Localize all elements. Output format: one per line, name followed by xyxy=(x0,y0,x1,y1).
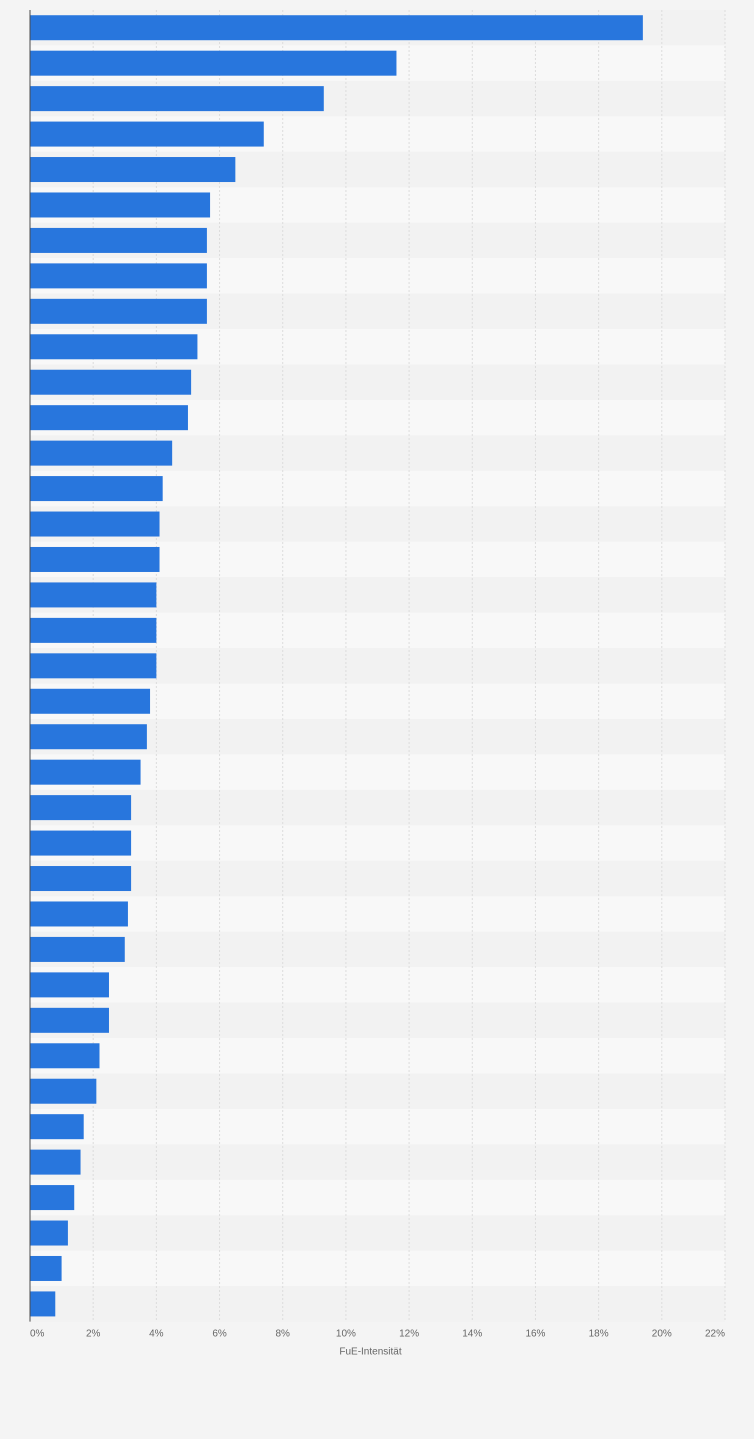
bar xyxy=(30,830,132,856)
x-tick-label: 6% xyxy=(212,1329,227,1340)
bar xyxy=(30,1185,75,1211)
bar xyxy=(30,617,157,643)
x-tick-label: 12% xyxy=(399,1329,419,1340)
row-band xyxy=(30,1286,725,1322)
bar xyxy=(30,866,132,892)
gridlines xyxy=(92,10,726,1322)
bar xyxy=(30,688,151,714)
x-axis-title: FuE-Intensität xyxy=(339,1347,401,1358)
bar xyxy=(30,86,324,112)
x-tick-label: 10% xyxy=(336,1329,356,1340)
bar xyxy=(30,369,192,395)
bar xyxy=(30,440,173,466)
row-band xyxy=(30,1038,725,1074)
x-tick-label: 0% xyxy=(30,1329,45,1340)
bar xyxy=(30,50,397,76)
row-band xyxy=(30,1073,725,1109)
row-band xyxy=(30,789,725,826)
row-band xyxy=(30,967,725,1003)
bar xyxy=(30,263,207,289)
bars xyxy=(30,15,643,1317)
bar xyxy=(30,1078,97,1104)
bar xyxy=(30,227,207,253)
bar xyxy=(30,121,264,147)
row-band xyxy=(30,825,725,861)
x-tick-label: 22% xyxy=(705,1329,725,1340)
bar xyxy=(30,157,236,183)
row-band xyxy=(30,1179,725,1216)
bar xyxy=(30,511,160,537)
bar xyxy=(30,1007,109,1033)
bar xyxy=(30,405,188,431)
bar xyxy=(30,936,125,962)
bar xyxy=(30,1255,62,1281)
bar xyxy=(30,972,109,998)
row-band xyxy=(30,1144,725,1180)
bar xyxy=(30,653,157,679)
bar xyxy=(30,724,147,750)
row-band xyxy=(30,860,725,897)
row-band xyxy=(30,1002,725,1039)
bar xyxy=(30,192,211,218)
bar xyxy=(30,298,207,324)
bar xyxy=(30,1220,68,1246)
x-tick-label: 8% xyxy=(276,1329,291,1340)
x-tick-label: 16% xyxy=(525,1329,545,1340)
bar xyxy=(30,795,132,821)
bar xyxy=(30,1149,81,1175)
row-band xyxy=(30,1215,725,1251)
bar xyxy=(30,582,157,608)
row-band xyxy=(30,1108,725,1145)
x-tick-label: 18% xyxy=(589,1329,609,1340)
row-band xyxy=(30,896,725,932)
row-band xyxy=(30,754,725,790)
bar xyxy=(30,1291,56,1317)
bar xyxy=(30,15,643,41)
x-tick-label: 20% xyxy=(652,1329,672,1340)
x-tick-label: 14% xyxy=(462,1329,482,1340)
row-band xyxy=(30,931,725,968)
x-tick-label: 2% xyxy=(86,1329,101,1340)
row-band xyxy=(30,1250,725,1287)
x-axis-ticks: 0% 2% 4% 6% 8% 10% 12% 14% 16% 18% 20% 22% xyxy=(30,1329,725,1340)
bar xyxy=(30,476,163,502)
bar xyxy=(30,1043,100,1069)
bar xyxy=(30,759,141,785)
bar xyxy=(30,901,128,927)
bar xyxy=(30,546,160,572)
bar xyxy=(30,334,198,360)
bar xyxy=(30,1114,84,1140)
x-tick-label: 4% xyxy=(149,1329,164,1340)
